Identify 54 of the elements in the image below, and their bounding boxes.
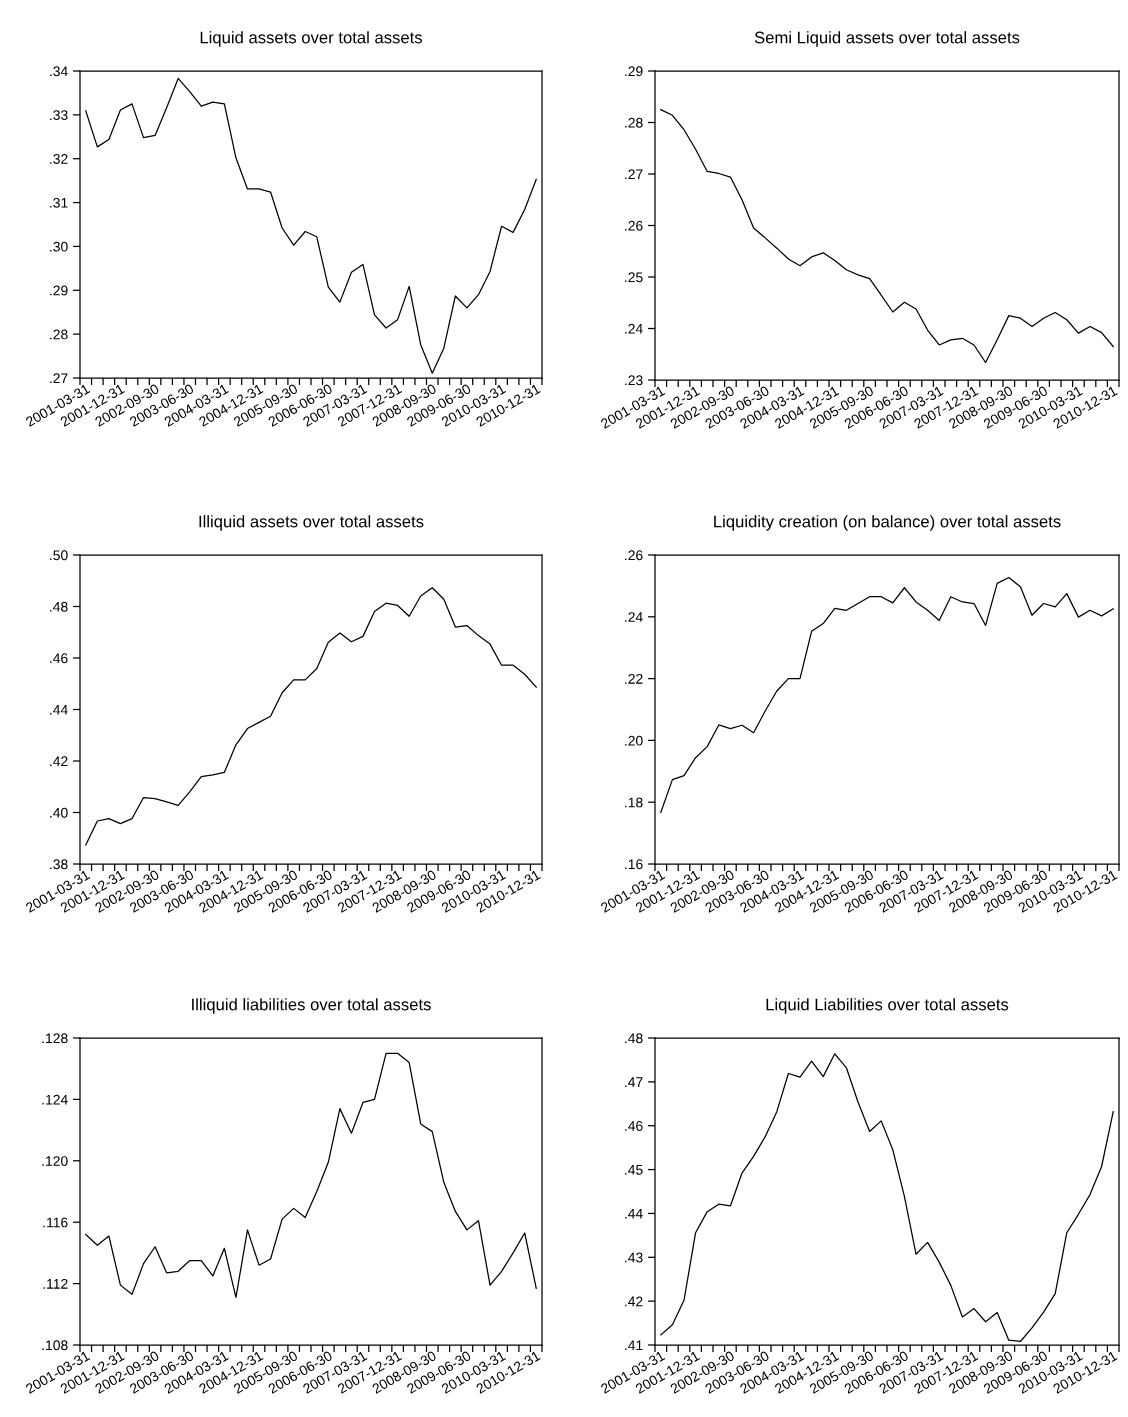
y-tick-label: .31 <box>50 197 68 208</box>
y-tick-label: .28 <box>625 117 643 128</box>
y-tick-label: .124 <box>42 1094 68 1105</box>
y-tick-label: .38 <box>50 859 68 870</box>
y-tick-label: .34 <box>50 66 68 77</box>
line-series <box>660 109 1114 364</box>
y-tick-label: .47 <box>625 1077 643 1087</box>
y-tick-label: .27 <box>625 169 643 180</box>
y-tick-label: .44 <box>625 1208 643 1219</box>
y-tick-label: .25 <box>625 272 643 283</box>
y-tick-label: .46 <box>625 1121 643 1131</box>
y-tick-label: .24 <box>625 323 643 334</box>
y-tick-label: .32 <box>50 154 68 164</box>
y-tick-label: .28 <box>50 329 68 340</box>
y-tick-label: .29 <box>50 285 68 296</box>
line-series <box>85 1052 537 1299</box>
chart-title: Liquidity creation (on balance) over total assets <box>714 515 1061 531</box>
y-tick-label: .108 <box>42 1340 68 1351</box>
y-tick-label: .18 <box>625 797 643 808</box>
chart-title: Liquid Liabilities over total assets <box>766 998 1009 1014</box>
y-tick-label: .26 <box>625 550 643 561</box>
y-tick-label: .128 <box>42 1033 68 1044</box>
chart-title: Semi Liquid assets over total assets <box>754 31 1020 47</box>
y-tick-label: .50 <box>50 550 68 561</box>
y-tick-label: .29 <box>625 66 643 77</box>
y-tick-label: .30 <box>50 241 68 252</box>
y-tick-label: .46 <box>50 653 68 664</box>
y-tick-label: .20 <box>625 735 643 746</box>
y-tick-label: .120 <box>42 1156 68 1166</box>
line-series <box>85 77 537 374</box>
y-tick-label: .33 <box>50 110 68 121</box>
y-tick-label: .40 <box>50 807 68 818</box>
y-tick-label: .42 <box>625 1296 643 1307</box>
line-series <box>85 587 537 846</box>
y-tick-label: .27 <box>50 373 68 384</box>
y-tick-label: .48 <box>625 1033 643 1044</box>
y-tick-label: .41 <box>625 1340 643 1351</box>
y-tick-label: .43 <box>625 1252 643 1263</box>
y-tick-label: .42 <box>50 756 68 767</box>
y-tick-label: .116 <box>43 1217 68 1228</box>
y-tick-label: .48 <box>50 601 68 612</box>
y-tick-label: .45 <box>625 1165 643 1175</box>
y-tick-label: .16 <box>625 859 643 870</box>
y-tick-label: .24 <box>625 612 643 622</box>
y-tick-label: .22 <box>625 673 643 684</box>
chart-title: Liquid assets over total assets <box>200 31 423 47</box>
y-tick-label: .23 <box>625 375 643 386</box>
y-tick-label: .112 <box>43 1278 68 1289</box>
chart-title: Illiquid assets over total assets <box>199 515 424 531</box>
y-tick-label: .44 <box>50 704 68 715</box>
line-series <box>660 576 1114 814</box>
line-series <box>660 1053 1114 1343</box>
y-tick-label: .26 <box>625 220 643 231</box>
chart-title: Illiquid liabilities over total assets <box>192 998 431 1014</box>
